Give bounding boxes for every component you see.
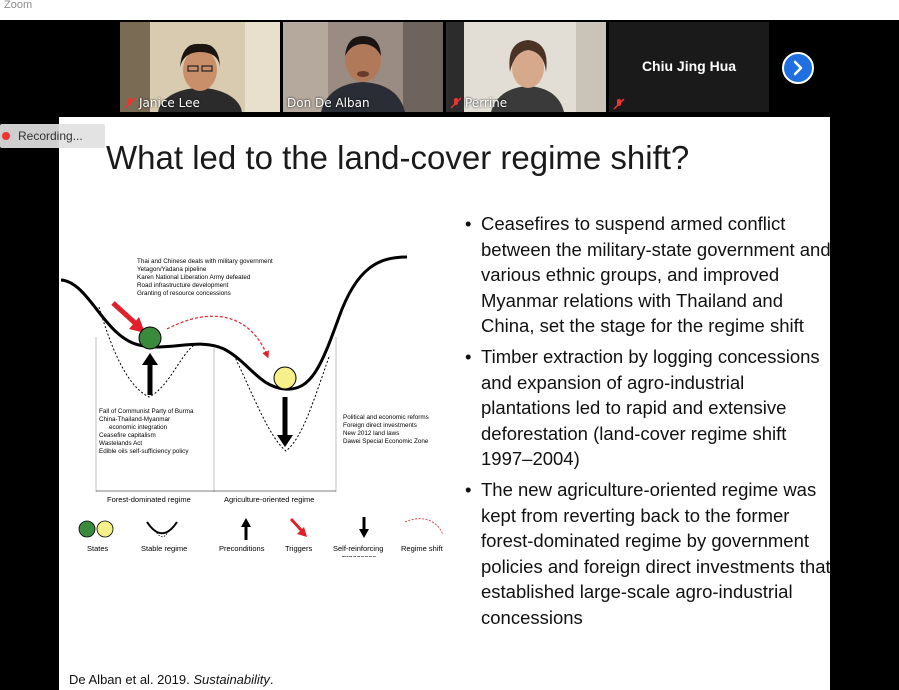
svg-text:economic integration: economic integration	[109, 424, 168, 431]
svg-text:Fall of Communist Party of Bur: Fall of Communist Party of Burma	[99, 408, 194, 415]
reinforcing-text-block: Political and economic reforms Foreign d…	[343, 414, 429, 445]
participant-name-tag: Don De Alban	[287, 96, 370, 110]
svg-text:processes: processes	[342, 553, 376, 557]
svg-text:Yetagon/Yadana pipeline: Yetagon/Yadana pipeline	[137, 266, 207, 273]
svg-text:Triggers: Triggers	[285, 544, 312, 553]
svg-text:Regime shift: Regime shift	[401, 544, 444, 553]
svg-text:Karen National Liberation Army: Karen National Liberation Army defeated	[137, 274, 251, 281]
svg-text:Ceasefire capitalism: Ceasefire capitalism	[99, 432, 156, 439]
regime-right-label: Agriculture-oriented regime	[224, 495, 314, 504]
state-ball-agriculture	[273, 366, 297, 390]
mic-muted-icon	[450, 97, 462, 109]
participant-name-tag	[613, 98, 625, 110]
svg-text:Thai and Chinese deals with mi: Thai and Chinese deals with military gov…	[137, 258, 273, 265]
svg-text:States: States	[87, 544, 109, 553]
svg-text:China-Thailand-Myanmar: China-Thailand-Myanmar	[99, 416, 170, 423]
svg-text:New 2012 land laws: New 2012 land laws	[343, 430, 399, 437]
bullet-item: Timber extraction by logging concessions…	[464, 344, 832, 472]
next-participants-button[interactable]	[782, 52, 814, 84]
participant-name-tag: Perrine	[450, 96, 507, 110]
participant-display-name: Chiu Jing Hua	[641, 58, 737, 74]
participant-tile-janice[interactable]: Janice Lee	[120, 22, 280, 112]
video-feed-janice	[120, 22, 280, 112]
recording-label: Recording...	[18, 129, 83, 143]
participant-name-tag: Janice Lee	[124, 96, 200, 110]
svg-text:Self-reinforcing: Self-reinforcing	[333, 544, 383, 553]
diagram-legend: States Stable regime Preconditions Trigg…	[78, 517, 444, 557]
regime-left-label: Forest-dominated regime	[107, 495, 191, 504]
alternative-basin-right	[233, 354, 330, 452]
window-titlebar: Zoom	[0, 0, 899, 20]
svg-text:Granting of resource concessio: Granting of resource concessions	[137, 290, 231, 297]
stability-landscape-curve	[60, 255, 408, 391]
state-ball-forest	[138, 326, 162, 350]
mic-muted-icon	[124, 97, 136, 109]
bullet-item: Ceasefires to suspend armed conflict bet…	[464, 211, 832, 339]
svg-text:Preconditions: Preconditions	[219, 544, 265, 553]
regime-shift-diagram: Thai and Chinese deals with military gov…	[60, 255, 444, 557]
svg-text:Wastelands Act: Wastelands Act	[99, 440, 142, 447]
svg-text:Dawei Special Economic Zone: Dawei Special Economic Zone	[343, 438, 429, 445]
svg-text:Edible oils self-sufficiency p: Edible oils self-sufficiency policy	[99, 448, 189, 455]
recording-indicator[interactable]: Recording...	[0, 124, 105, 148]
participant-tile-don[interactable]: Don De Alban	[283, 22, 443, 112]
shared-screen-slide: What led to the land-cover regime shift?…	[59, 117, 832, 690]
video-feed-perrine	[446, 22, 606, 112]
window-title: Zoom	[4, 0, 33, 11]
trigger-text-block: Thai and Chinese deals with military gov…	[137, 258, 273, 297]
trigger-arrow	[111, 301, 137, 325]
bullet-item: The new agriculture-oriented regime was …	[464, 477, 832, 631]
svg-text:Political and economic reforms: Political and economic reforms	[343, 414, 429, 421]
participant-tile-chiu[interactable]: Chiu Jing Hua	[609, 22, 769, 112]
alternative-basin-left	[98, 306, 195, 398]
mic-muted-icon	[613, 98, 625, 110]
recording-dot-icon	[2, 132, 10, 140]
participant-tile-perrine[interactable]: Perrine	[446, 22, 606, 112]
video-feed-don	[283, 22, 443, 112]
chevron-right-icon	[793, 60, 803, 76]
slide-citation: De Alban et al. 2019. Sustainability.	[69, 672, 274, 687]
regime-shift-arrow	[166, 315, 269, 359]
slide-title: What led to the land-cover regime shift?	[106, 139, 690, 176]
slide-bullet-list: Ceasefires to suspend armed conflict bet…	[464, 211, 832, 636]
svg-text:Foreign direct investments: Foreign direct investments	[343, 422, 417, 429]
svg-text:Road infrastructure developmen: Road infrastructure development	[137, 282, 229, 289]
precondition-text-block: Fall of Communist Party of Burma China-T…	[99, 408, 194, 455]
svg-text:Stable regime: Stable regime	[141, 544, 187, 553]
